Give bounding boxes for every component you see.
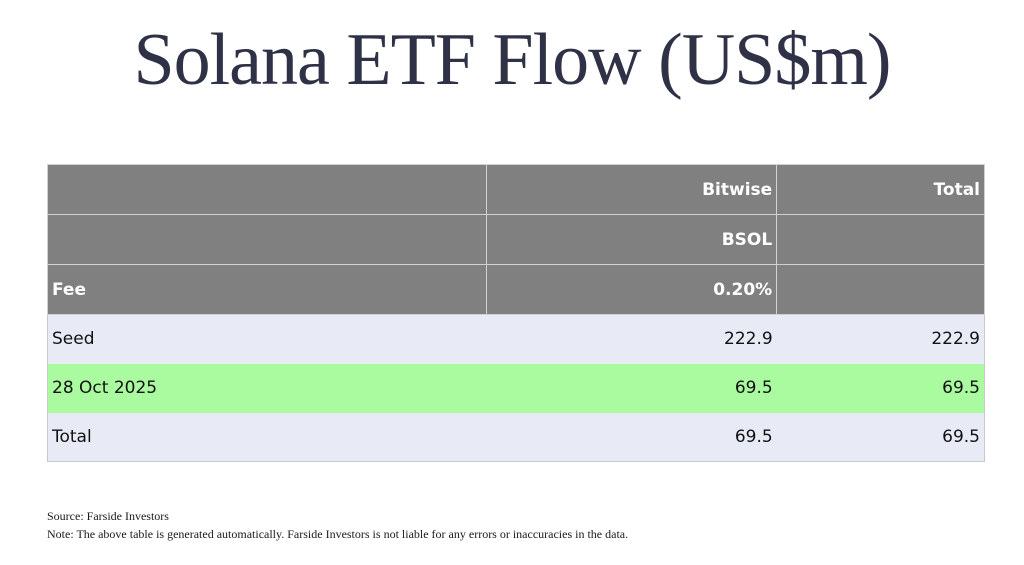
header-cell-ticker-bsol: BSOL [486,214,778,265]
header-cell-empty [776,214,985,265]
row-bsol-cell: 69.5 [486,412,777,462]
row-bsol-cell: 222.9 [486,314,777,364]
header-cell-label [46,214,488,265]
header-row-ticker: BSOL [46,214,985,265]
table-row: 28 Oct 2025 69.5 69.5 [47,363,985,413]
header-cell-fee-bsol: 0.20% [486,264,778,315]
source-note: Source: Farside Investors [47,509,169,523]
header-cell-bitwise: Bitwise [486,164,778,215]
disclaimer-note: Note: The above table is generated autom… [47,527,629,541]
row-label-cell: Total [47,412,487,462]
table-row: Total 69.5 69.5 [47,412,985,462]
header-cell-empty [776,264,985,315]
header-cell-fee-label: Fee [46,264,488,315]
header-cell-total: Total [776,164,985,215]
row-total-cell: 222.9 [776,314,985,364]
row-label-cell: 28 Oct 2025 [47,363,487,413]
row-total-cell: 69.5 [776,412,985,462]
etf-flow-table: Bitwise Total BSOL Fee 0.20% Seed 222.9 … [46,164,985,462]
header-cell-label [46,164,488,215]
footer: Source: Farside Investors Note: The abov… [47,507,628,543]
header-row-fee: Fee 0.20% [46,264,985,315]
page-title: Solana ETF Flow (US$m) [133,19,891,101]
row-total-cell: 69.5 [776,363,985,413]
row-bsol-cell: 69.5 [486,363,777,413]
row-label-cell: Seed [47,314,487,364]
header-row-issuer: Bitwise Total [46,164,985,215]
table-row: Seed 222.9 222.9 [47,314,985,364]
